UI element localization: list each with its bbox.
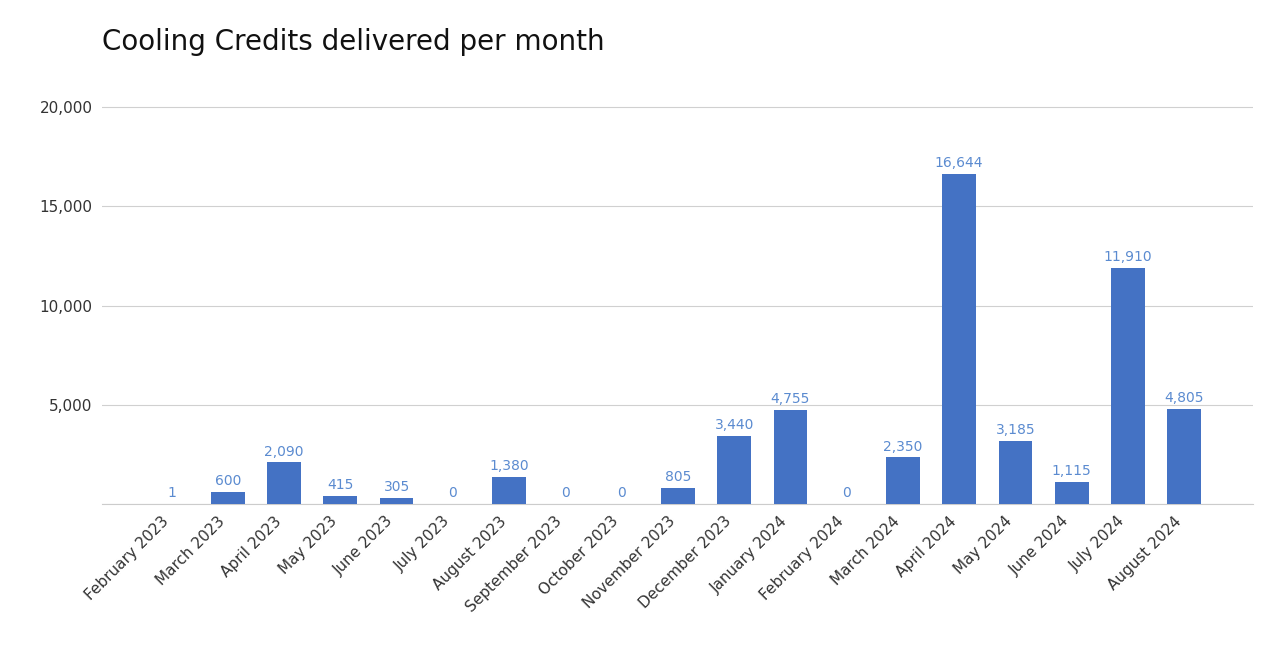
- Text: 3,440: 3,440: [715, 418, 753, 432]
- Bar: [1111, 267, 1145, 504]
- Bar: [267, 463, 301, 504]
- Text: 4,755: 4,755: [771, 392, 810, 406]
- Bar: [661, 488, 694, 504]
- Text: 4,805: 4,805: [1164, 391, 1204, 405]
- Text: 1,115: 1,115: [1051, 464, 1091, 478]
- Text: 16,644: 16,644: [935, 156, 984, 171]
- Text: 2,090: 2,090: [265, 445, 304, 459]
- Text: 600: 600: [215, 474, 240, 488]
- Bar: [774, 410, 807, 504]
- Text: 0: 0: [449, 486, 457, 500]
- Bar: [380, 498, 413, 504]
- Bar: [492, 477, 526, 504]
- Bar: [211, 492, 244, 504]
- Text: 2,350: 2,350: [884, 440, 922, 453]
- Bar: [943, 174, 976, 504]
- Text: Cooling Credits delivered per month: Cooling Credits delivered per month: [102, 28, 605, 56]
- Bar: [886, 457, 920, 504]
- Bar: [718, 435, 751, 504]
- Text: 415: 415: [327, 478, 353, 492]
- Bar: [999, 441, 1032, 504]
- Bar: [1168, 408, 1201, 504]
- Text: 0: 0: [618, 486, 625, 500]
- Bar: [324, 495, 357, 504]
- Text: 1,380: 1,380: [490, 459, 530, 473]
- Text: 3,185: 3,185: [995, 423, 1035, 437]
- Text: 0: 0: [561, 486, 569, 500]
- Text: 805: 805: [665, 470, 691, 484]
- Text: 11,910: 11,910: [1104, 250, 1152, 264]
- Text: 1: 1: [168, 486, 177, 500]
- Text: 0: 0: [843, 486, 851, 500]
- Bar: [1055, 482, 1088, 504]
- Text: 305: 305: [384, 480, 409, 494]
